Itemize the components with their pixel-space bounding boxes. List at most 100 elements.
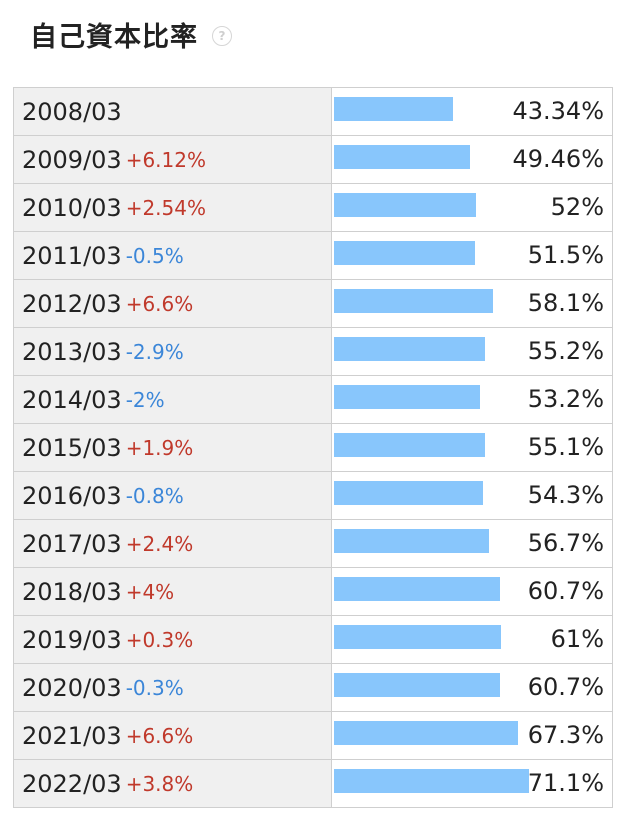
year-cell: 2013/03 -2.9% — [14, 328, 332, 375]
table-row: 2022/03 +3.8% 71.1% — [14, 760, 612, 808]
bar — [334, 721, 519, 745]
bar-cell: 58.1% — [332, 280, 612, 327]
year-cell: 2012/03 +6.6% — [14, 280, 332, 327]
change-label: -2% — [125, 387, 165, 412]
section-header: 自己資本比率 ? — [30, 14, 232, 54]
year-cell: 2018/03 +4% — [14, 568, 332, 615]
bar-cell: 60.7% — [332, 568, 612, 615]
bar — [334, 289, 494, 313]
value-label: 71.1% — [527, 769, 604, 797]
bar — [334, 97, 453, 121]
table-row: 2015/03 +1.9% 55.1% — [14, 424, 612, 472]
value-label: 53.2% — [527, 385, 604, 413]
table-row: 2016/03 -0.8% 54.3% — [14, 472, 612, 520]
table-row: 2013/03 -2.9% 55.2% — [14, 328, 612, 376]
year-label: 2017/03 — [22, 529, 122, 558]
table-row: 2014/03 -2% 53.2% — [14, 376, 612, 424]
bar — [334, 529, 490, 553]
bar-cell: 53.2% — [332, 376, 612, 423]
bar — [334, 145, 470, 169]
bar — [334, 673, 501, 697]
year-cell: 2017/03 +2.4% — [14, 520, 332, 567]
change-label: +0.3% — [125, 627, 194, 652]
year-cell: 2011/03 -0.5% — [14, 232, 332, 279]
year-cell: 2019/03 +0.3% — [14, 616, 332, 663]
equity-ratio-table: 2008/03 43.34% 2009/03 +6.12% 49.46% 2010/03 +… — [13, 87, 613, 808]
bar-cell: 61% — [332, 616, 612, 663]
table-row: 2010/03 +2.54% 52% — [14, 184, 612, 232]
value-label: 60.7% — [527, 673, 604, 701]
change-label: -2.9% — [125, 339, 184, 364]
table-row: 2017/03 +2.4% 56.7% — [14, 520, 612, 568]
value-label: 49.46% — [512, 145, 604, 173]
change-label: +2.4% — [125, 531, 194, 556]
table-row: 2018/03 +4% 60.7% — [14, 568, 612, 616]
value-label: 52% — [550, 193, 604, 221]
bar — [334, 769, 529, 793]
year-label: 2012/03 — [22, 289, 122, 318]
year-label: 2020/03 — [22, 673, 122, 702]
table-row: 2009/03 +6.12% 49.46% — [14, 136, 612, 184]
year-cell: 2015/03 +1.9% — [14, 424, 332, 471]
bar-cell: 52% — [332, 184, 612, 231]
change-label: +4% — [125, 579, 175, 604]
bar — [334, 577, 501, 601]
year-label: 2018/03 — [22, 577, 122, 606]
page-title: 自己資本比率 — [30, 21, 198, 53]
value-label: 56.7% — [527, 529, 604, 557]
bar — [334, 625, 502, 649]
value-label: 67.3% — [527, 721, 604, 749]
bar-cell: 49.46% — [332, 136, 612, 183]
year-cell: 2016/03 -0.8% — [14, 472, 332, 519]
year-label: 2008/03 — [22, 97, 122, 126]
value-label: 58.1% — [527, 289, 604, 317]
value-label: 61% — [550, 625, 604, 653]
bar-cell: 71.1% — [332, 760, 612, 807]
change-label: +1.9% — [125, 435, 194, 460]
year-cell: 2010/03 +2.54% — [14, 184, 332, 231]
change-label: +6.12% — [125, 147, 206, 172]
change-label: +6.6% — [125, 291, 194, 316]
table-row: 2019/03 +0.3% 61% — [14, 616, 612, 664]
change-label: +6.6% — [125, 723, 194, 748]
year-cell: 2021/03 +6.6% — [14, 712, 332, 759]
change-label: -0.5% — [125, 243, 184, 268]
bar — [334, 193, 477, 217]
bar-cell: 43.34% — [332, 88, 612, 135]
bar — [334, 433, 485, 457]
year-label: 2022/03 — [22, 769, 122, 798]
year-cell: 2020/03 -0.3% — [14, 664, 332, 711]
bar-cell: 60.7% — [332, 664, 612, 711]
table-row: 2012/03 +6.6% 58.1% — [14, 280, 612, 328]
value-label: 54.3% — [527, 481, 604, 509]
bar-cell: 67.3% — [332, 712, 612, 759]
change-label: +3.8% — [125, 771, 194, 796]
bar-cell: 56.7% — [332, 520, 612, 567]
value-label: 60.7% — [527, 577, 604, 605]
bar-cell: 54.3% — [332, 472, 612, 519]
year-label: 2021/03 — [22, 721, 122, 750]
year-label: 2014/03 — [22, 385, 122, 414]
bar-cell: 55.1% — [332, 424, 612, 471]
year-cell: 2009/03 +6.12% — [14, 136, 332, 183]
table-row: 2020/03 -0.3% 60.7% — [14, 664, 612, 712]
table-row: 2008/03 43.34% — [14, 88, 612, 136]
bar-cell: 51.5% — [332, 232, 612, 279]
year-label: 2016/03 — [22, 481, 122, 510]
table-row: 2011/03 -0.5% 51.5% — [14, 232, 612, 280]
change-label: +2.54% — [125, 195, 206, 220]
bar-cell: 55.2% — [332, 328, 612, 375]
year-label: 2009/03 — [22, 145, 122, 174]
value-label: 51.5% — [527, 241, 604, 269]
bar — [334, 385, 480, 409]
year-label: 2013/03 — [22, 337, 122, 366]
value-label: 55.1% — [527, 433, 604, 461]
value-label: 55.2% — [527, 337, 604, 365]
bar — [334, 241, 476, 265]
bar — [334, 337, 486, 361]
change-label: -0.8% — [125, 483, 184, 508]
question-circle-icon[interactable]: ? — [212, 26, 232, 46]
year-label: 2010/03 — [22, 193, 122, 222]
year-cell: 2022/03 +3.8% — [14, 760, 332, 807]
year-label: 2019/03 — [22, 625, 122, 654]
